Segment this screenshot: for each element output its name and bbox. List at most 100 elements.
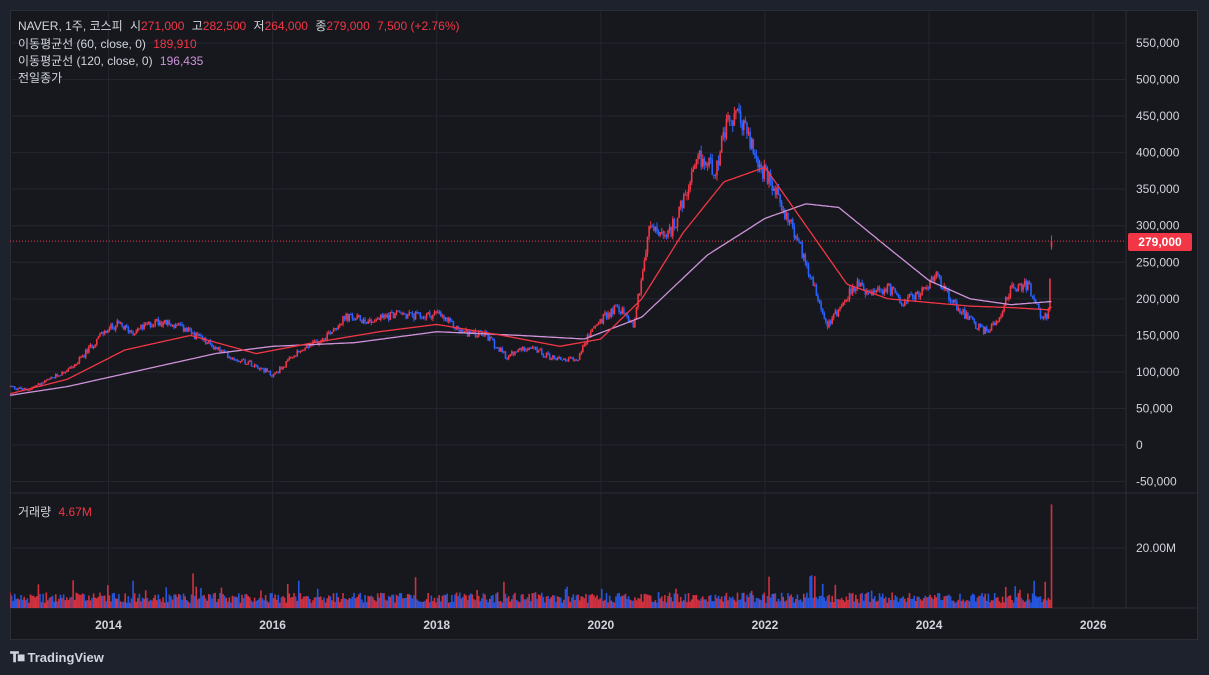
- candle-body: [458, 329, 461, 332]
- volume-bar: [875, 601, 878, 608]
- volume-bar: [416, 599, 418, 608]
- volume-bar: [362, 602, 365, 608]
- volume-bar: [946, 595, 949, 608]
- volume-bar: [223, 595, 226, 608]
- volume-bar: [741, 593, 744, 608]
- candle-body: [814, 285, 816, 287]
- volume-bar: [211, 598, 213, 608]
- volume-bar: [802, 593, 805, 608]
- volume-bar: [638, 598, 641, 608]
- candle-body: [922, 287, 925, 289]
- footer[interactable]: 𝐓■ TradingView: [10, 649, 104, 666]
- candle-body: [454, 327, 456, 329]
- chart-canvas[interactable]: 550,000 500,000 450,000 400,000 350,000 300,0…: [10, 10, 1198, 640]
- candle-body: [845, 299, 848, 301]
- volume-bar: [556, 596, 559, 608]
- candle-body: [772, 188, 775, 191]
- candle-body: [372, 322, 374, 324]
- candle-body: [799, 241, 802, 243]
- volume-bar: [160, 601, 163, 608]
- volume-legend[interactable]: 거래량 4.67M: [18, 504, 96, 520]
- ma120-legend[interactable]: 이동평균선 (120, close, 0) 196,435: [18, 53, 207, 69]
- volume-bar: [869, 601, 871, 608]
- candle-body: [580, 351, 583, 354]
- candle-body: [66, 370, 68, 373]
- candle-body: [291, 357, 294, 359]
- volume-bar: [1011, 600, 1013, 608]
- candle-body: [785, 212, 788, 219]
- volume-bar: [110, 601, 112, 608]
- prev-close-legend[interactable]: 전일종가: [18, 70, 66, 86]
- volume-bar: [1033, 580, 1035, 608]
- volume-bar: [952, 600, 955, 608]
- last-price-tag: 279,000: [1128, 233, 1192, 251]
- symbol-label[interactable]: NAVER, 1주, 코스피: [18, 19, 123, 33]
- ma60-legend[interactable]: 이동평균선 (60, close, 0) 189,910: [18, 36, 201, 52]
- volume-bar: [818, 595, 821, 608]
- volume-bar: [665, 602, 668, 608]
- chart-frame: [10, 10, 1198, 640]
- volume-bar: [504, 593, 507, 608]
- volume-bar: [181, 599, 183, 608]
- volume-bar: [173, 594, 175, 608]
- volume-bar: [1000, 602, 1002, 608]
- candle-body: [73, 364, 76, 367]
- volume-bar: [196, 599, 199, 608]
- volume-bar: [987, 593, 990, 608]
- candle-body: [883, 289, 886, 295]
- candle-body: [780, 202, 783, 210]
- open-label: 시: [129, 19, 142, 33]
- volume-bar: [727, 600, 729, 608]
- volume-bar: [440, 601, 442, 608]
- volume-bar: [539, 595, 542, 608]
- candle-body: [272, 374, 275, 377]
- volume-bar: [78, 594, 81, 608]
- candle-body: [316, 341, 319, 345]
- volume-bar: [206, 600, 209, 608]
- volume-bar: [577, 594, 579, 608]
- candle-body: [915, 292, 917, 300]
- candle-body: [88, 346, 90, 353]
- volume-bar: [769, 597, 772, 608]
- candle-body: [89, 344, 92, 347]
- candle-body: [946, 290, 949, 292]
- volume-bar: [1028, 599, 1031, 608]
- volume-bar: [840, 597, 843, 608]
- volume-bar: [717, 595, 720, 608]
- candle-body: [50, 377, 52, 380]
- low-label: 저: [253, 19, 265, 33]
- volume-bar: [583, 598, 586, 608]
- volume-bar: [582, 596, 584, 608]
- volume-bar: [36, 596, 38, 608]
- volume-bar: [518, 602, 521, 608]
- volume-bar: [1014, 586, 1017, 608]
- volume-bar: [163, 602, 166, 608]
- candle-body: [662, 231, 665, 236]
- volume-bar: [195, 586, 198, 608]
- volume-bar: [550, 596, 553, 608]
- volume-bar: [89, 600, 92, 608]
- volume-bar: [1019, 589, 1021, 608]
- volume-bar: [993, 593, 996, 608]
- brand-name: TradingView: [27, 650, 104, 665]
- volume-bar: [793, 602, 796, 608]
- tradingview-logo-icon: 𝐓■: [10, 649, 26, 665]
- candle-body: [419, 312, 422, 318]
- candle-body: [518, 348, 521, 350]
- candle-body: [424, 317, 426, 319]
- candle-body: [522, 347, 524, 351]
- volume-bar: [796, 594, 799, 608]
- volume-bar: [402, 598, 404, 608]
- candle-body: [97, 336, 100, 339]
- candle-body: [441, 315, 444, 317]
- candle-body: [632, 321, 635, 328]
- volume-bar: [100, 595, 103, 608]
- volume-bar: [375, 601, 377, 608]
- volume-bar: [171, 599, 174, 608]
- volume-bar: [26, 598, 29, 608]
- candle-body: [635, 307, 638, 320]
- candle-body: [768, 172, 770, 184]
- price-tick-label: 500,000: [1136, 73, 1180, 87]
- candle-body: [736, 108, 739, 111]
- volume-bar: [589, 594, 592, 608]
